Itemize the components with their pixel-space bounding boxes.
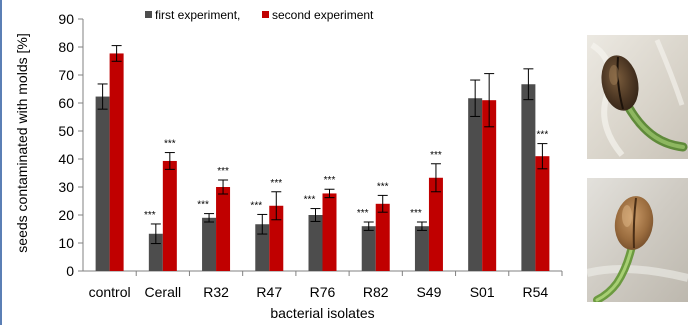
y-tick-label: 10 xyxy=(58,235,74,251)
legend-label-first-experiment: first experiment, xyxy=(155,8,240,22)
significance-label: *** xyxy=(217,166,229,177)
legend-swatch-first-experiment xyxy=(145,11,152,18)
significance-label: *** xyxy=(164,139,176,150)
bar-second-experiment xyxy=(269,205,284,271)
x-category-label: S49 xyxy=(416,284,441,300)
y-tick-label: 0 xyxy=(66,263,74,279)
significance-label: *** xyxy=(410,208,422,219)
seed-photo-top xyxy=(587,35,688,159)
y-tick-label: 40 xyxy=(58,151,74,167)
x-category-label: R32 xyxy=(203,284,229,300)
bar-second-experiment xyxy=(109,53,124,271)
significance-label: *** xyxy=(377,181,389,192)
y-tick-label: 70 xyxy=(58,67,74,83)
bar-first-experiment xyxy=(414,226,429,271)
significance-label: *** xyxy=(197,200,209,211)
x-category-label: control xyxy=(89,284,131,300)
significance-label: *** xyxy=(430,150,442,161)
bar-first-experiment xyxy=(95,96,110,271)
y-axis-title: seeds contaminated with molds [%] xyxy=(14,33,30,252)
significance-label: *** xyxy=(324,175,336,186)
x-category-label: R76 xyxy=(310,284,336,300)
bar-second-experiment xyxy=(162,160,177,271)
y-tick-label: 30 xyxy=(58,179,74,195)
x-category-label: R47 xyxy=(256,284,282,300)
x-axis-title: bacterial isolates xyxy=(270,305,374,321)
bar-second-experiment xyxy=(535,156,550,271)
x-category-label: R54 xyxy=(523,284,549,300)
bar-second-experiment xyxy=(216,187,231,271)
x-category-label: R82 xyxy=(363,284,389,300)
bar-first-experiment xyxy=(361,226,376,271)
x-category-label: Cerall xyxy=(145,284,182,300)
bar-second-experiment xyxy=(375,203,390,271)
bar-first-experiment xyxy=(255,224,270,271)
x-category-label: S01 xyxy=(470,284,495,300)
significance-label: *** xyxy=(270,178,282,189)
bar-first-experiment xyxy=(521,84,536,272)
bar-second-experiment xyxy=(322,193,337,271)
bar-second-experiment xyxy=(428,177,443,271)
significance-label: *** xyxy=(144,210,156,221)
seed-photo-bottom xyxy=(587,178,688,302)
significance-label: *** xyxy=(250,200,262,211)
bar-first-experiment xyxy=(308,215,323,271)
y-tick-label: 90 xyxy=(58,11,74,27)
bar-second-experiment xyxy=(482,100,497,271)
bar-first-experiment xyxy=(468,98,483,272)
y-tick-label: 20 xyxy=(58,207,74,223)
y-tick-label: 50 xyxy=(58,123,74,139)
y-tick-label: 60 xyxy=(58,95,74,111)
legend-swatch-second-experiment xyxy=(262,11,269,18)
significance-label: *** xyxy=(304,195,316,206)
bar-first-experiment xyxy=(202,217,217,271)
significance-label: *** xyxy=(537,130,549,141)
legend-label-second-experiment: second experiment xyxy=(272,8,374,22)
y-tick-label: 80 xyxy=(58,39,74,55)
significance-label: *** xyxy=(357,208,369,219)
